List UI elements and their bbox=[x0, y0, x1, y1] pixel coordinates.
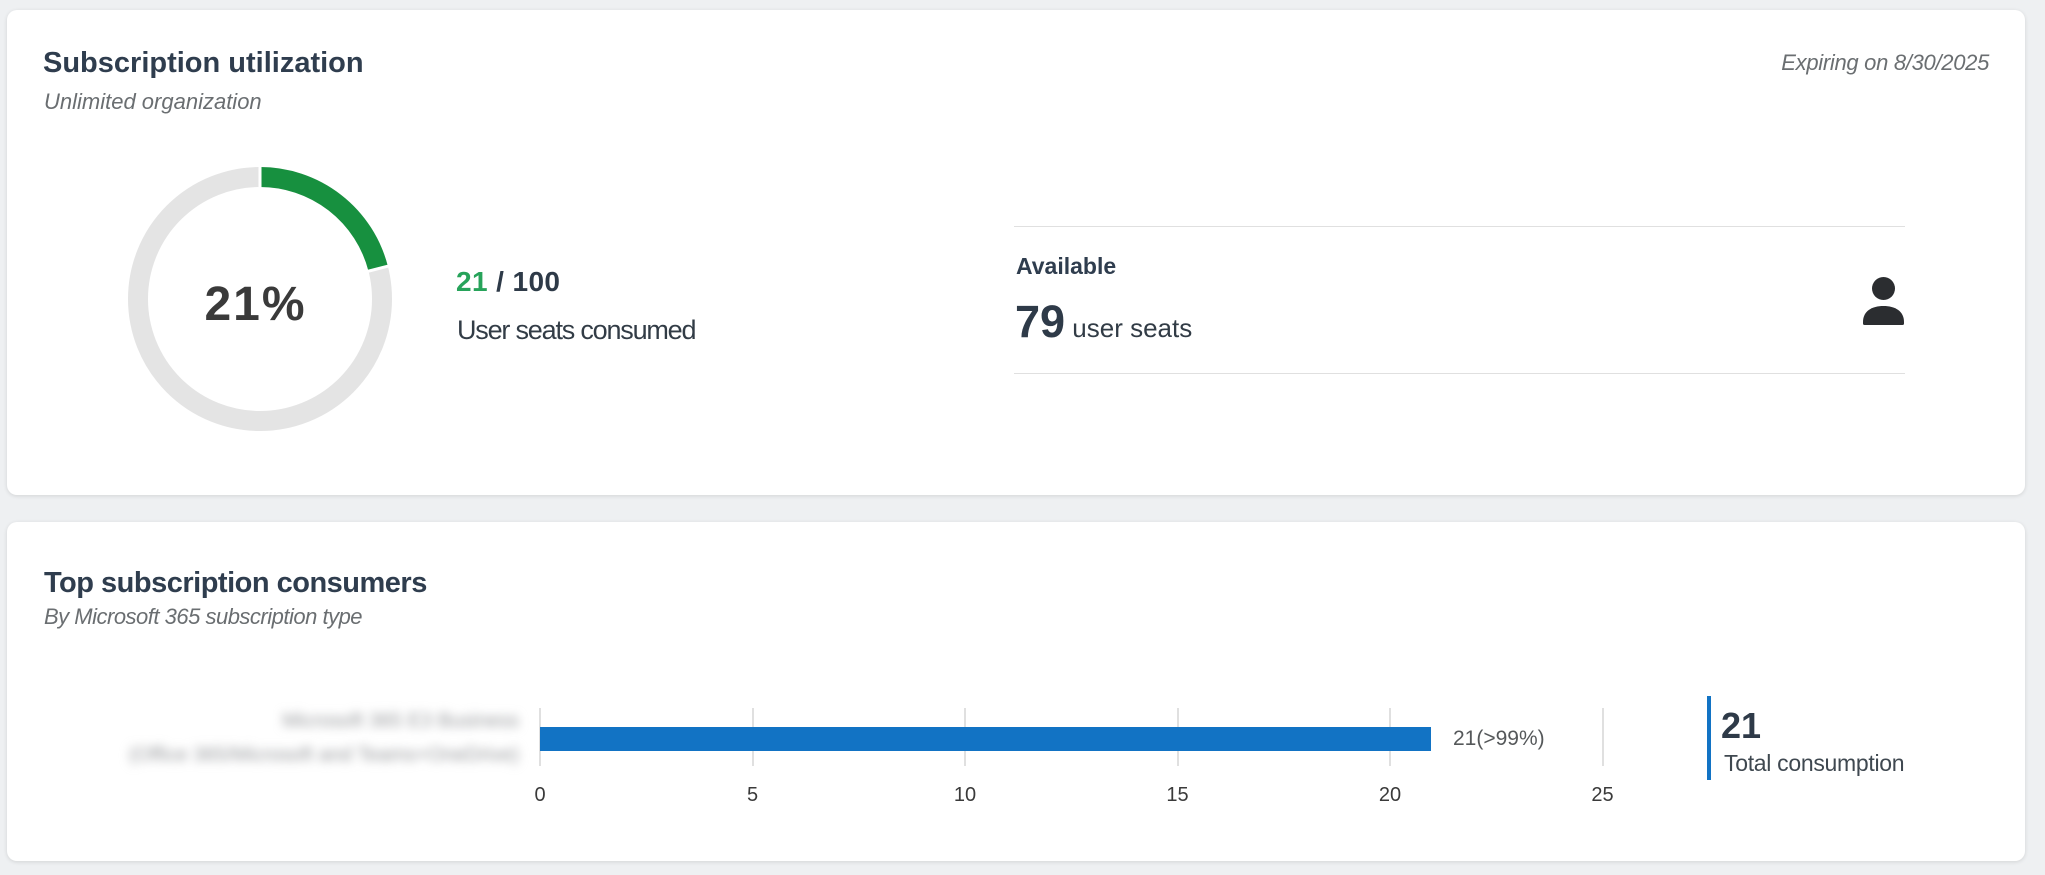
svg-text:21%: 21% bbox=[204, 278, 306, 331]
